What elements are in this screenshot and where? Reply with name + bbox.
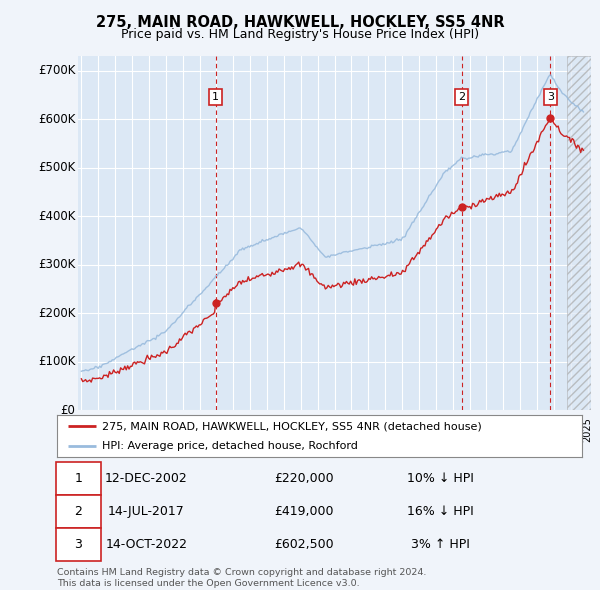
Text: £419,000: £419,000 <box>274 505 334 519</box>
Text: 2024: 2024 <box>566 417 576 442</box>
Text: 1: 1 <box>74 472 82 486</box>
Text: 2003: 2003 <box>211 417 221 442</box>
Text: £602,500: £602,500 <box>274 538 334 552</box>
Text: £600K: £600K <box>38 113 76 126</box>
Text: 2016: 2016 <box>431 417 441 442</box>
Text: 14-JUL-2017: 14-JUL-2017 <box>108 505 185 519</box>
Text: 2008: 2008 <box>296 417 306 442</box>
Text: 1998: 1998 <box>127 417 137 442</box>
Text: 3% ↑ HPI: 3% ↑ HPI <box>411 538 470 552</box>
Text: 2014: 2014 <box>397 417 407 442</box>
FancyBboxPatch shape <box>56 463 101 496</box>
Text: £200K: £200K <box>38 307 76 320</box>
Text: 2017: 2017 <box>448 417 458 442</box>
Text: 2022: 2022 <box>532 417 542 442</box>
Text: 14-OCT-2022: 14-OCT-2022 <box>105 538 187 552</box>
Text: 2009: 2009 <box>313 417 323 442</box>
Text: 3: 3 <box>74 538 82 552</box>
Text: 10% ↓ HPI: 10% ↓ HPI <box>407 472 473 486</box>
Text: 2023: 2023 <box>549 417 559 442</box>
Text: HPI: Average price, detached house, Rochford: HPI: Average price, detached house, Roch… <box>101 441 358 451</box>
FancyBboxPatch shape <box>56 529 101 562</box>
Text: £100K: £100K <box>38 355 76 368</box>
Text: 2000: 2000 <box>161 417 171 442</box>
Text: Price paid vs. HM Land Registry's House Price Index (HPI): Price paid vs. HM Land Registry's House … <box>121 28 479 41</box>
Text: £400K: £400K <box>38 209 76 222</box>
Text: 12-DEC-2002: 12-DEC-2002 <box>105 472 188 486</box>
Text: 2012: 2012 <box>363 417 373 442</box>
Bar <box>568 56 591 410</box>
Text: £0: £0 <box>61 404 76 417</box>
Text: 2021: 2021 <box>515 417 525 442</box>
Text: 2002: 2002 <box>194 417 205 442</box>
Text: 2: 2 <box>74 505 82 519</box>
Text: 2006: 2006 <box>262 417 272 442</box>
Text: 3: 3 <box>547 92 554 101</box>
Text: 2013: 2013 <box>380 417 390 442</box>
Text: 2025: 2025 <box>583 417 593 442</box>
Text: 2007: 2007 <box>279 417 289 442</box>
Text: 1997: 1997 <box>110 417 120 442</box>
Text: Contains HM Land Registry data © Crown copyright and database right 2024.
This d: Contains HM Land Registry data © Crown c… <box>57 568 427 588</box>
Text: 2015: 2015 <box>414 417 424 442</box>
FancyBboxPatch shape <box>56 496 101 529</box>
Text: £500K: £500K <box>38 161 76 174</box>
Text: 1999: 1999 <box>144 417 154 442</box>
Text: 16% ↓ HPI: 16% ↓ HPI <box>407 505 473 519</box>
Text: £700K: £700K <box>38 64 76 77</box>
Text: 1996: 1996 <box>93 417 103 442</box>
Text: £220,000: £220,000 <box>274 472 334 486</box>
Text: 1995: 1995 <box>76 417 86 442</box>
Text: 2: 2 <box>458 92 466 101</box>
Text: 275, MAIN ROAD, HAWKWELL, HOCKLEY, SS5 4NR: 275, MAIN ROAD, HAWKWELL, HOCKLEY, SS5 4… <box>95 15 505 30</box>
Text: 2020: 2020 <box>498 417 508 442</box>
Text: 2011: 2011 <box>346 417 356 442</box>
Text: 275, MAIN ROAD, HAWKWELL, HOCKLEY, SS5 4NR (detached house): 275, MAIN ROAD, HAWKWELL, HOCKLEY, SS5 4… <box>101 421 481 431</box>
Text: 1: 1 <box>212 92 219 101</box>
Text: 2005: 2005 <box>245 417 255 442</box>
Text: 2018: 2018 <box>464 417 475 442</box>
Text: 2019: 2019 <box>481 417 491 442</box>
Text: 2004: 2004 <box>228 417 238 442</box>
Text: 2001: 2001 <box>178 417 188 442</box>
Text: £300K: £300K <box>38 258 76 271</box>
Text: 2010: 2010 <box>329 417 340 442</box>
